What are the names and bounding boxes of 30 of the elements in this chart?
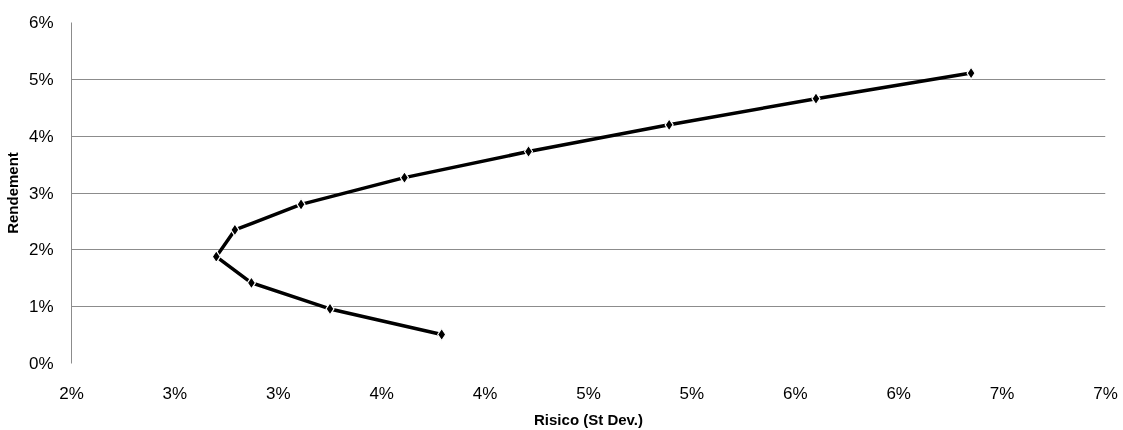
x-tick-label: 3% xyxy=(162,383,188,403)
y-tick-label: 6% xyxy=(28,13,54,32)
x-tick-label: 4% xyxy=(369,383,394,403)
point xyxy=(211,250,221,264)
point xyxy=(523,144,534,159)
y-axis-title: Rendement xyxy=(3,152,21,234)
x-axis-title: Risico (St Dev.) xyxy=(534,410,643,428)
x-tick-label: 2% xyxy=(59,383,84,403)
y-tick-label: 1% xyxy=(28,297,54,317)
y-tick-label: 5% xyxy=(28,69,54,89)
point xyxy=(246,276,257,290)
y-tick-label: 0% xyxy=(28,354,54,373)
x-tick-label: 7% xyxy=(1093,383,1118,403)
point xyxy=(230,223,240,237)
y-tick-label: 3% xyxy=(28,183,54,203)
y-tick-label: 2% xyxy=(28,240,54,260)
x-tick-label: 7% xyxy=(989,383,1015,403)
y-tick-label: 4% xyxy=(28,126,54,146)
point xyxy=(811,92,821,106)
point xyxy=(664,118,674,132)
x-tick-label: 6% xyxy=(886,383,911,403)
x-tick-label: 6% xyxy=(783,383,808,403)
x-tick-label: 3% xyxy=(266,383,291,403)
point xyxy=(966,66,976,80)
x-tick-label: 5% xyxy=(576,383,601,403)
point xyxy=(399,171,410,185)
point xyxy=(325,302,335,316)
point xyxy=(296,197,306,211)
x-tick-label: 5% xyxy=(679,383,705,403)
x-tick-label: 4% xyxy=(472,383,498,403)
